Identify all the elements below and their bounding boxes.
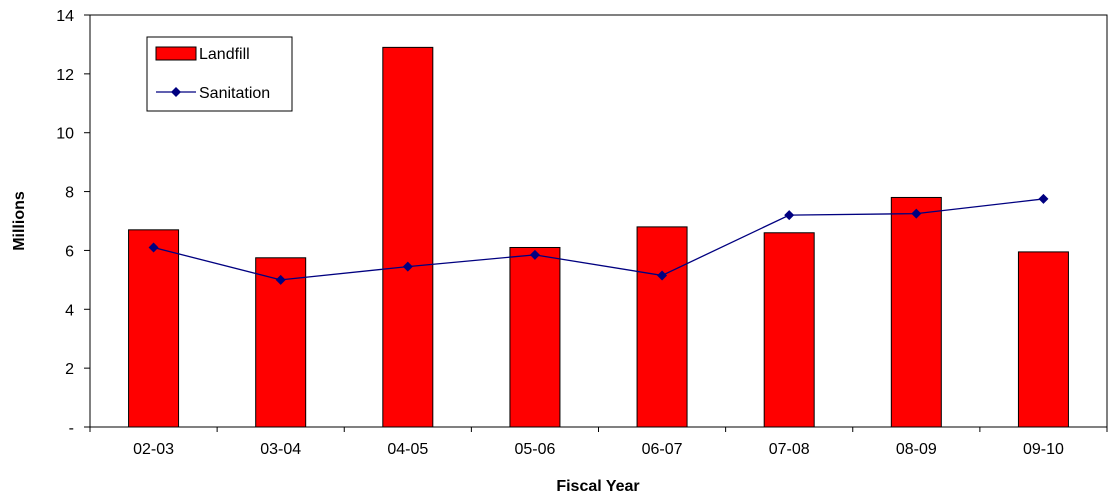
x-tick-label: 02-03 <box>133 441 174 458</box>
landfill-bars <box>128 46 1069 428</box>
y-tick-label: 10 <box>56 126 74 143</box>
y-tick-label: 6 <box>65 243 74 260</box>
bar-landfill-08-09 <box>890 196 942 428</box>
bar-landfill-02-03 <box>128 229 180 428</box>
legend: Landfill Sanitation <box>146 36 293 112</box>
x-tick-label: 08-09 <box>896 441 937 458</box>
point-sanitation-04-05 <box>402 261 413 272</box>
x-tick-label: 03-04 <box>260 441 301 458</box>
legend-label-landfill: Landfill <box>199 46 250 63</box>
line-sanitation <box>153 198 1044 281</box>
point-sanitation-02-03 <box>148 242 159 253</box>
point-sanitation-03-04 <box>275 274 286 285</box>
y-tick-label: 14 <box>56 8 74 25</box>
x-axis-title: Fiscal Year <box>556 478 639 495</box>
bar-landfill-07-08 <box>763 232 815 428</box>
y-tick-label: 8 <box>65 185 74 202</box>
y-tick-label: - <box>69 420 74 437</box>
bar-landfill-06-07 <box>636 226 688 428</box>
y-tick-label: 4 <box>65 302 74 319</box>
x-tick-label: 04-05 <box>387 441 428 458</box>
point-sanitation-08-09 <box>911 208 922 219</box>
x-tick-label: 06-07 <box>642 441 683 458</box>
legend-label-sanitation: Sanitation <box>199 85 270 102</box>
legend-swatch-landfill <box>155 46 197 61</box>
x-tick-label: 05-06 <box>514 441 555 458</box>
legend-marker-sanitation-diamond <box>171 87 181 97</box>
x-tick-label: 07-08 <box>769 441 810 458</box>
x-tick-label: 09-10 <box>1023 441 1064 458</box>
x-axis-ticks: 02-03 03-04 04-05 05-06 06-07 07-08 08-09 09-10 <box>89 427 1108 458</box>
y-tick-label: 2 <box>65 361 74 378</box>
bar-landfill-05-06 <box>509 246 561 428</box>
point-sanitation-05-06 <box>529 249 540 260</box>
y-tick-label: 12 <box>56 67 74 84</box>
point-sanitation-06-07 <box>657 270 668 281</box>
sanitation-line-series <box>148 193 1049 285</box>
point-sanitation-07-08 <box>784 210 795 221</box>
point-sanitation-09-10 <box>1038 193 1049 204</box>
y-axis-title: Millions <box>11 191 28 251</box>
bar-landfill-04-05 <box>382 46 434 428</box>
bar-landfill-03-04 <box>255 257 307 428</box>
bar-landfill-09-10 <box>1017 251 1069 428</box>
y-axis-ticks: - 2 4 6 8 10 12 14 <box>56 8 90 437</box>
